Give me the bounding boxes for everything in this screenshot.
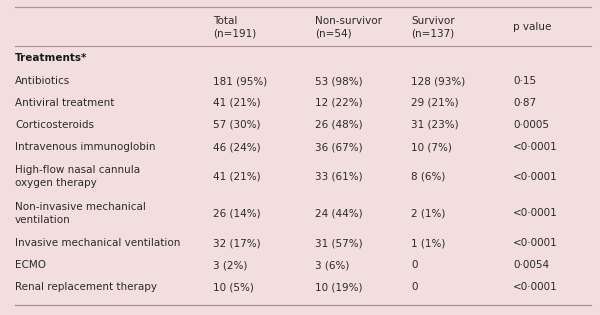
Text: 41 (21%): 41 (21%): [213, 171, 260, 181]
Text: 181 (95%): 181 (95%): [213, 76, 267, 86]
Text: 31 (57%): 31 (57%): [315, 238, 362, 248]
Text: 3 (6%): 3 (6%): [315, 260, 349, 270]
Text: 3 (2%): 3 (2%): [213, 260, 247, 270]
Text: Renal replacement therapy: Renal replacement therapy: [15, 282, 157, 292]
Text: 32 (17%): 32 (17%): [213, 238, 260, 248]
Text: 0·15: 0·15: [513, 76, 536, 86]
Text: 29 (21%): 29 (21%): [411, 98, 458, 108]
Text: <0·0001: <0·0001: [513, 142, 558, 152]
Text: Survivor
(n=137): Survivor (n=137): [411, 16, 455, 38]
Text: <0·0001: <0·0001: [513, 171, 558, 181]
Text: 0: 0: [411, 282, 418, 292]
Text: Non-invasive mechanical
ventilation: Non-invasive mechanical ventilation: [15, 202, 146, 225]
Text: 1 (1%): 1 (1%): [411, 238, 445, 248]
Text: 0·0054: 0·0054: [513, 260, 549, 270]
Text: 10 (7%): 10 (7%): [411, 142, 452, 152]
Text: 36 (67%): 36 (67%): [315, 142, 362, 152]
Text: Treatments*: Treatments*: [15, 53, 88, 63]
Text: 12 (22%): 12 (22%): [315, 98, 362, 108]
Text: 0·87: 0·87: [513, 98, 536, 108]
Text: 57 (30%): 57 (30%): [213, 120, 260, 130]
Text: p value: p value: [513, 22, 551, 32]
Text: 128 (93%): 128 (93%): [411, 76, 465, 86]
Text: 2 (1%): 2 (1%): [411, 209, 445, 219]
Text: 41 (21%): 41 (21%): [213, 98, 260, 108]
Text: 26 (14%): 26 (14%): [213, 209, 260, 219]
Text: Invasive mechanical ventilation: Invasive mechanical ventilation: [15, 238, 181, 248]
Text: ECMO: ECMO: [15, 260, 46, 270]
Text: 33 (61%): 33 (61%): [315, 171, 362, 181]
Text: 31 (23%): 31 (23%): [411, 120, 458, 130]
Text: Corticosteroids: Corticosteroids: [15, 120, 94, 130]
Text: High-flow nasal cannula
oxygen therapy: High-flow nasal cannula oxygen therapy: [15, 165, 140, 188]
Text: 46 (24%): 46 (24%): [213, 142, 260, 152]
Text: Non-survivor
(n=54): Non-survivor (n=54): [315, 16, 382, 38]
Text: 10 (5%): 10 (5%): [213, 282, 254, 292]
Text: <0·0001: <0·0001: [513, 238, 558, 248]
Text: Antibiotics: Antibiotics: [15, 76, 70, 86]
Text: 24 (44%): 24 (44%): [315, 209, 362, 219]
Text: Total
(n=191): Total (n=191): [213, 16, 256, 38]
Text: <0·0001: <0·0001: [513, 282, 558, 292]
Text: 53 (98%): 53 (98%): [315, 76, 362, 86]
Text: 0: 0: [411, 260, 418, 270]
Text: 0·0005: 0·0005: [513, 120, 549, 130]
Text: 10 (19%): 10 (19%): [315, 282, 362, 292]
Text: <0·0001: <0·0001: [513, 209, 558, 219]
Text: 26 (48%): 26 (48%): [315, 120, 362, 130]
Text: Antiviral treatment: Antiviral treatment: [15, 98, 115, 108]
Text: 8 (6%): 8 (6%): [411, 171, 445, 181]
Text: Intravenous immunoglobin: Intravenous immunoglobin: [15, 142, 155, 152]
